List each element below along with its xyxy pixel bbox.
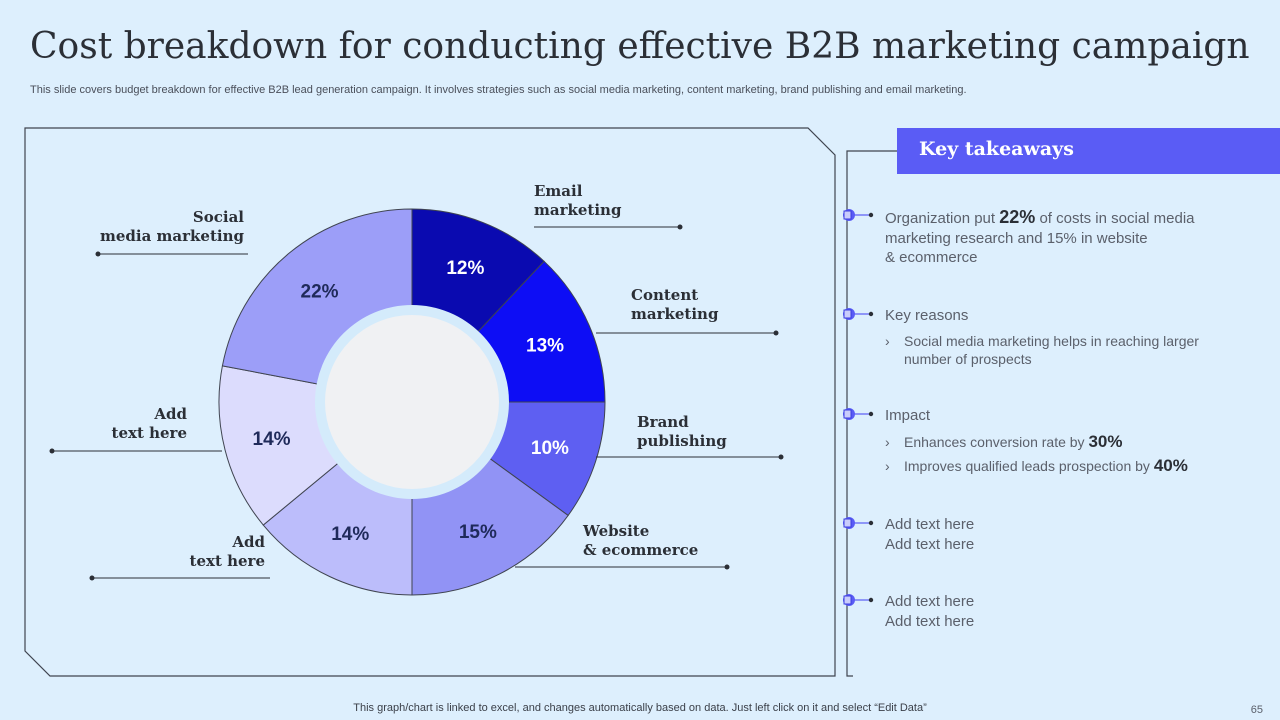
takeaway-3-sub1: › Enhances conversion rate by 30% bbox=[885, 433, 1122, 451]
slice-category-label: text here bbox=[190, 552, 265, 570]
key-takeaways-title: Key takeaways bbox=[919, 138, 1074, 160]
slice-category-label: Website bbox=[582, 522, 649, 540]
page-title: Cost breakdown for conducting effective … bbox=[30, 26, 1250, 67]
slice-category-label: Add bbox=[153, 405, 187, 423]
leader-dot bbox=[677, 224, 683, 230]
slice-category-label: marketing bbox=[631, 305, 719, 323]
takeaway-3-label: Impact bbox=[885, 407, 931, 424]
timeline-marker-icon bbox=[843, 308, 874, 320]
takeaway-5: Add text here Add text here bbox=[885, 592, 974, 631]
takeaway-4-line2: Add text here bbox=[885, 535, 975, 553]
timeline-marker-icon bbox=[843, 408, 874, 420]
leader-dot bbox=[95, 251, 101, 257]
footer-note: This graph/chart is linked to excel, and… bbox=[353, 702, 927, 714]
slice-value-label: 14% bbox=[253, 429, 291, 450]
slice-category-label: Brand bbox=[637, 413, 689, 431]
timeline-marker-icon bbox=[843, 594, 874, 606]
takeaway-5-line1: Add text here bbox=[885, 593, 975, 610]
takeaway-2-sub-line1: Social media marketing helps in reaching… bbox=[904, 333, 1199, 349]
slice-category-label: Content bbox=[631, 286, 698, 304]
chevron-right-icon: › bbox=[885, 333, 890, 349]
chevron-right-icon: › bbox=[885, 458, 890, 474]
takeaway-1-line2: marketing research and 15% in website bbox=[885, 229, 1148, 247]
takeaway-1-highlight: 22% bbox=[999, 207, 1036, 227]
slice-category-label: media marketing bbox=[100, 227, 245, 245]
takeaway-5-line2: Add text here bbox=[885, 612, 975, 630]
leader-dot bbox=[89, 575, 95, 581]
leader-dot bbox=[773, 330, 779, 336]
takeaway-3-sub1-text: Enhances conversion rate by bbox=[904, 434, 1089, 450]
donut-hole bbox=[325, 315, 499, 489]
leader-dot bbox=[778, 454, 784, 460]
slice-value-label: 12% bbox=[446, 258, 484, 279]
takeaway-4-line1: Add text here bbox=[885, 516, 975, 533]
takeaway-3-sub2: › Improves qualified leads prospection b… bbox=[885, 457, 1188, 475]
slice-value-label: 22% bbox=[301, 281, 339, 302]
takeaway-4: Add text here Add text here bbox=[885, 515, 974, 554]
takeaway-1-text: Organization put bbox=[885, 210, 1000, 227]
slice-value-label: 15% bbox=[459, 522, 497, 543]
page-number: 65 bbox=[1250, 704, 1263, 716]
slice-category-label: marketing bbox=[534, 201, 622, 219]
slice-category-label: text here bbox=[112, 424, 187, 442]
takeaway-2-sub-line2: number of prospects bbox=[904, 351, 1032, 367]
leader-dot bbox=[724, 564, 730, 570]
takeaway-1-text-end: of costs in social media bbox=[1035, 210, 1195, 227]
takeaway-3-sub2-text: Improves qualified leads prospection by bbox=[904, 458, 1154, 474]
key-takeaways-header: Key takeaways bbox=[897, 128, 1280, 174]
takeaway-1: Organization put 22% of costs in social … bbox=[885, 207, 1195, 268]
slice-value-label: 10% bbox=[531, 438, 569, 459]
page-subtitle: This slide covers budget breakdown for e… bbox=[30, 84, 967, 96]
takeaway-2-label: Key reasons bbox=[885, 307, 969, 324]
slice-category-label: Email bbox=[534, 182, 583, 200]
takeaway-3-sub1-highlight: 30% bbox=[1088, 432, 1123, 451]
takeaway-3-sub2-highlight: 40% bbox=[1153, 456, 1188, 475]
timeline-marker-icon bbox=[843, 209, 874, 221]
slice-category-label: Social bbox=[193, 208, 244, 226]
slice-category-label: Add bbox=[231, 533, 265, 551]
takeaway-2-sub: › Social media marketing helps in reachi… bbox=[885, 332, 1199, 368]
slice-value-label: 13% bbox=[526, 335, 564, 356]
slice-value-label: 14% bbox=[331, 524, 369, 545]
slice-category-label: publishing bbox=[637, 432, 727, 450]
takeaway-1-line3: & ecommerce bbox=[885, 249, 978, 266]
chevron-right-icon: › bbox=[885, 434, 890, 450]
leader-dot bbox=[49, 448, 55, 454]
timeline-marker-icon bbox=[843, 517, 874, 529]
slice-category-label: & ecommerce bbox=[583, 541, 698, 559]
